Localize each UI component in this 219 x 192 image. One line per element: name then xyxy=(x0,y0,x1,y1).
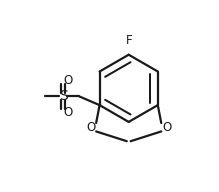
Text: S: S xyxy=(59,89,67,103)
Text: O: O xyxy=(64,74,73,87)
Text: F: F xyxy=(125,34,132,47)
Text: O: O xyxy=(86,121,95,134)
Text: O: O xyxy=(64,106,73,119)
Text: O: O xyxy=(162,121,171,134)
